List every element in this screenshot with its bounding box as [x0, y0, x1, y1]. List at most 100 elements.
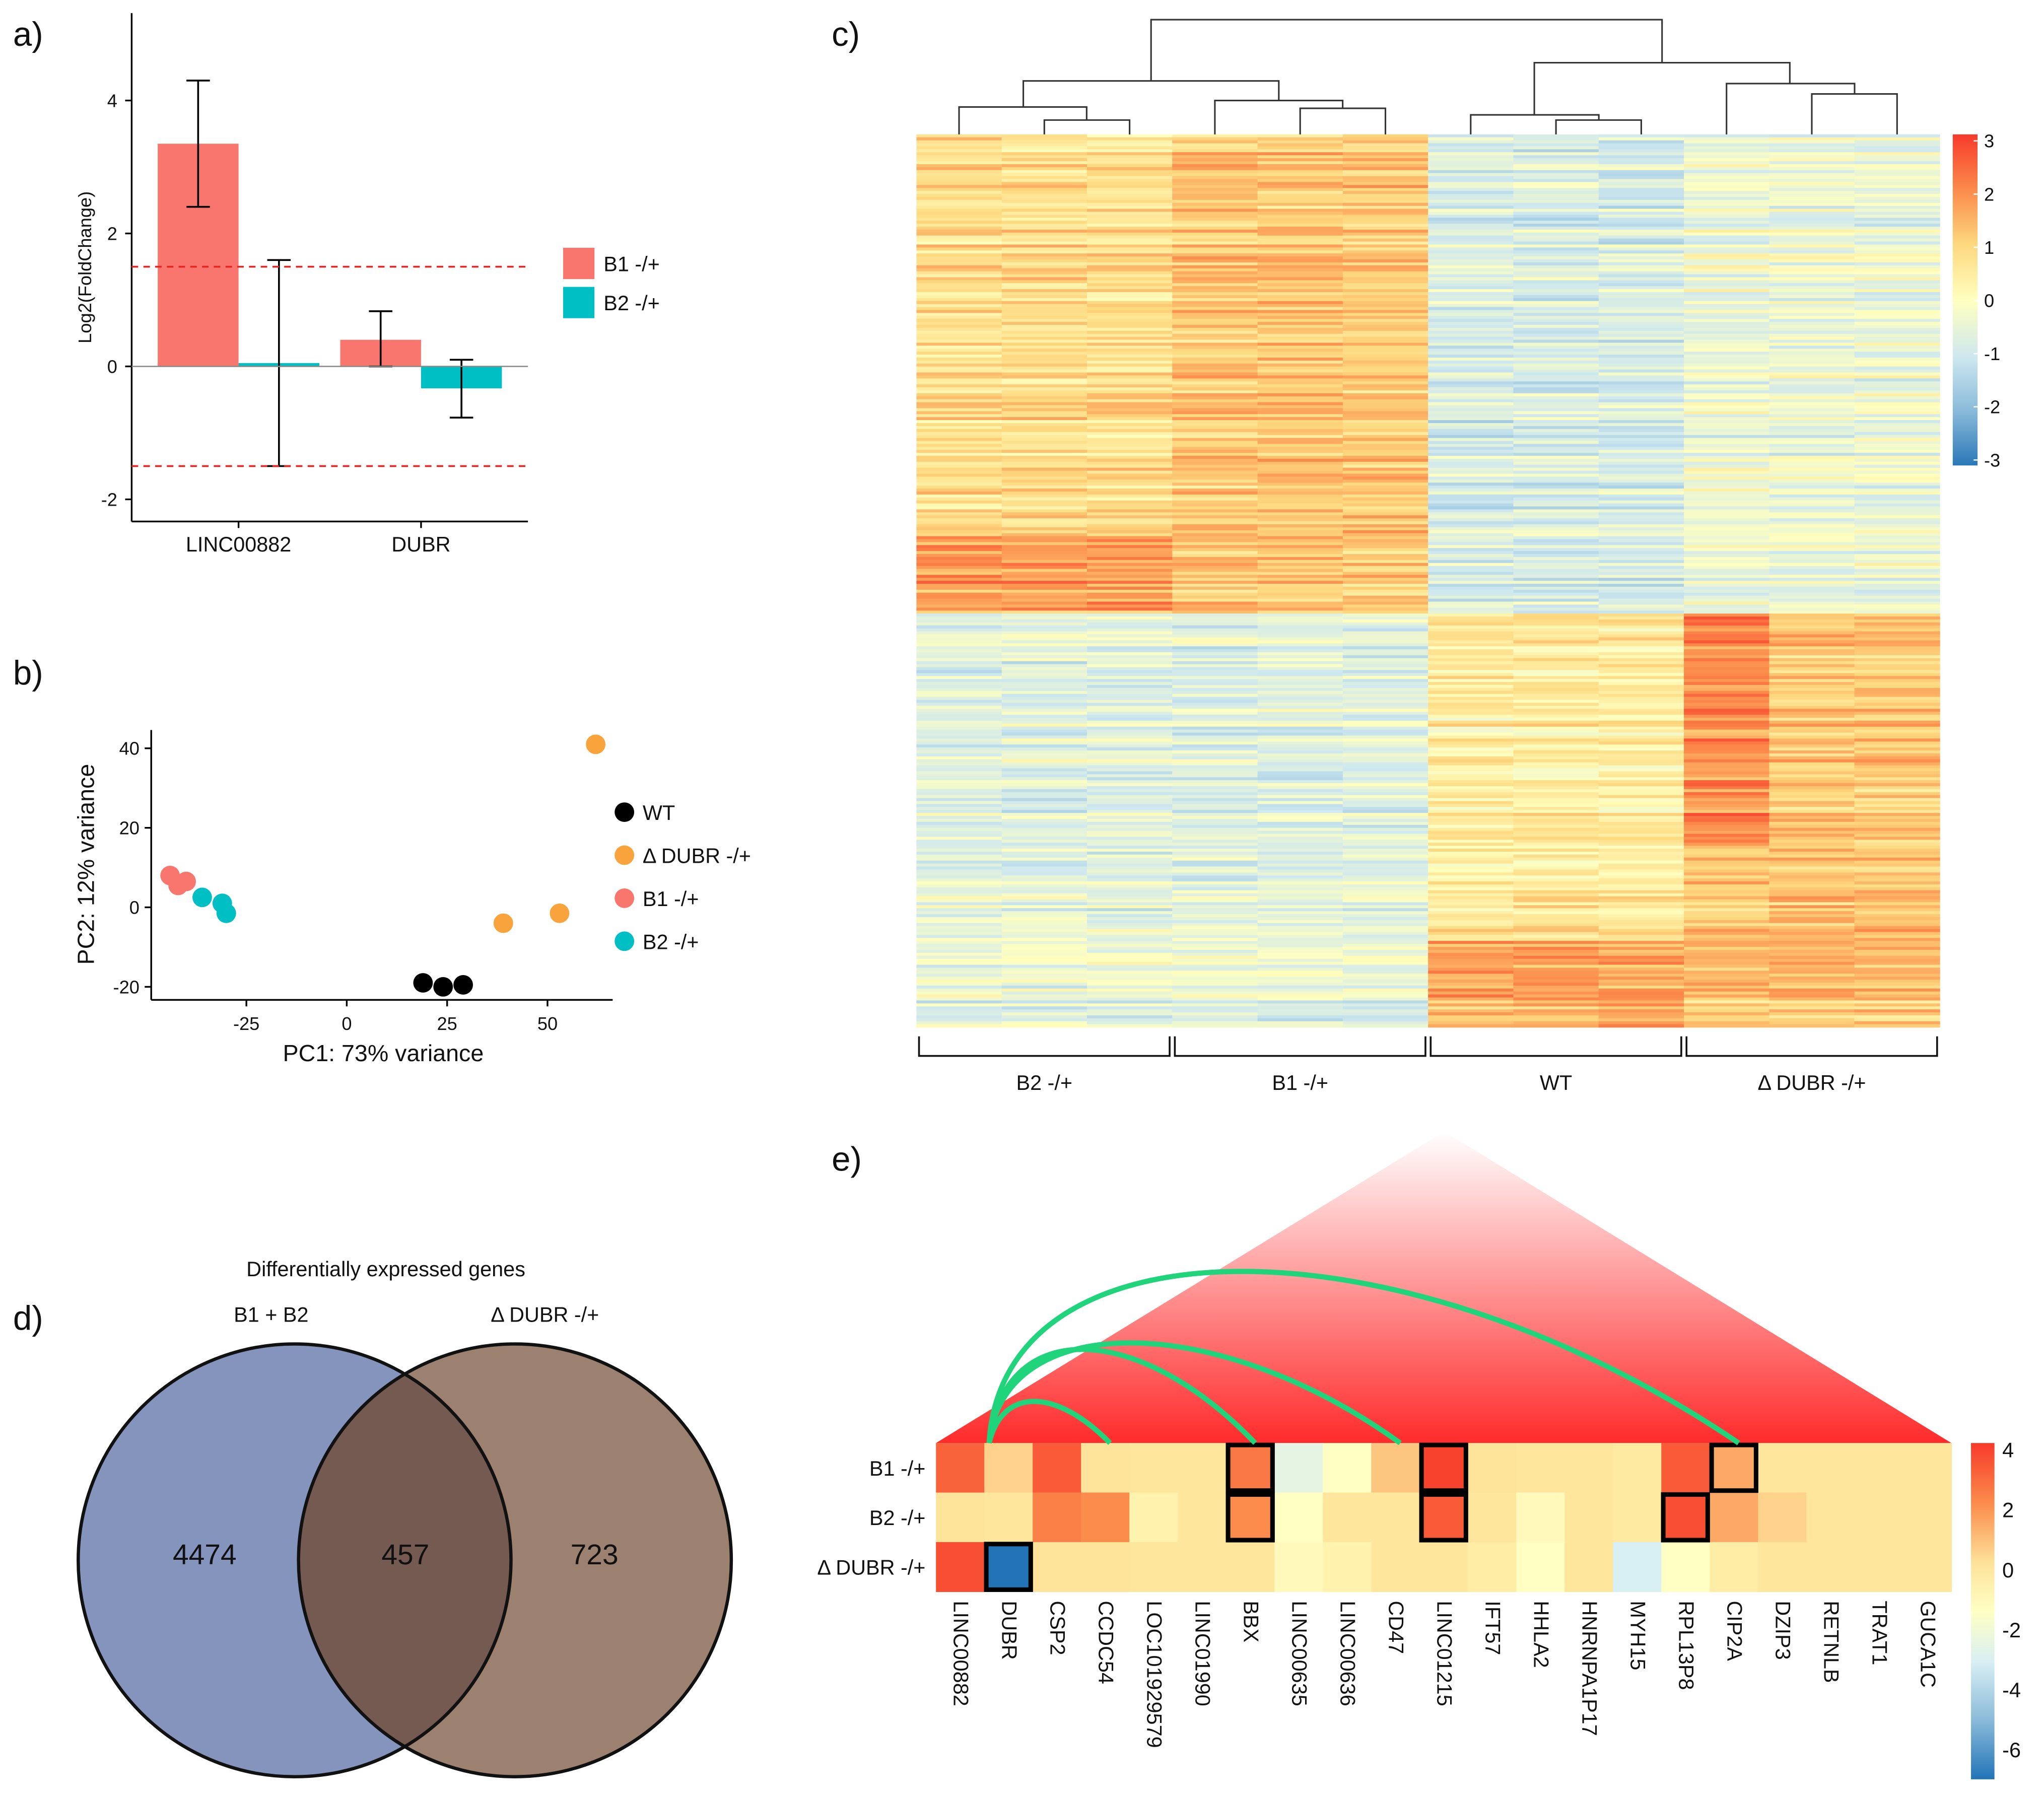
heatmap-cell [1854, 277, 1940, 281]
heatmap-cell [1001, 479, 1087, 483]
heatmap-cell [1172, 438, 1258, 442]
heatmap-cell [1598, 182, 1684, 186]
heatmap-cell [1684, 908, 1770, 912]
heatmap-cell [1428, 494, 1514, 498]
heatmap-cell [1684, 980, 1770, 983]
heatmap-cell [1086, 494, 1173, 498]
heatmap-cell [916, 265, 1002, 269]
heatmap-cell [1428, 690, 1514, 695]
heatmap-cell [1598, 1012, 1684, 1016]
heatmap-cell [1172, 821, 1258, 825]
heatmap-cell [1684, 923, 1770, 927]
highlight-box [1225, 1492, 1275, 1543]
heatmap-cell [1684, 613, 1770, 617]
heatmap-cell [1513, 952, 1599, 956]
heatmap-cell [1769, 500, 1855, 504]
y-tick-label: -20 [113, 977, 140, 997]
heatmap-cell [916, 307, 1002, 311]
heatmap-cell [1172, 878, 1258, 882]
heatmap-cell [1172, 798, 1258, 802]
heatmap-cell [916, 461, 1002, 465]
heatmap-cell [1769, 482, 1855, 486]
heatmap-cell [1428, 789, 1514, 793]
heatmap-cell [1854, 521, 1940, 525]
heatmap-cell [1001, 161, 1087, 165]
heatmap-cell [1001, 741, 1087, 745]
heatmap-cell [1769, 161, 1855, 165]
heatmap-cell [1854, 280, 1940, 284]
heatmap-cell [1428, 1003, 1514, 1007]
heatmap-cell [1086, 366, 1173, 370]
heatmap-cell [1598, 700, 1684, 704]
heatmap-cell [1513, 423, 1599, 427]
y-tick-label: 40 [119, 738, 140, 759]
heatmap-cell [1001, 944, 1087, 947]
heatmap-cell [1428, 768, 1514, 772]
heatmap-cell [1342, 911, 1428, 915]
heatmap-cell [1513, 494, 1599, 498]
heatmap-cell [1172, 982, 1258, 986]
heatmap-cell [1684, 759, 1770, 763]
heatmap-cell [1854, 486, 1940, 489]
heatmap-cell [1172, 977, 1258, 980]
heatmap-cell [1428, 649, 1514, 653]
heatmap-cell [1001, 917, 1087, 921]
heatmap-cell [1769, 595, 1855, 599]
heatmap-cell [1854, 241, 1940, 245]
heatmap-cell [1086, 878, 1173, 882]
heatmap-cell [1428, 923, 1514, 927]
heatmap-cell [1342, 798, 1428, 802]
heatmap-cell [1854, 286, 1940, 290]
heatmap-cell [1172, 432, 1258, 436]
heatmap-cell [916, 215, 1002, 219]
heatmap-cell [916, 619, 1002, 623]
heatmap-cell [1257, 280, 1343, 284]
heatmap-cell [1598, 345, 1684, 350]
heatmap-cell [1257, 616, 1343, 620]
heatmap-cell [1513, 685, 1599, 688]
heatmap-cell [1257, 458, 1343, 462]
heatmap-cell [1001, 429, 1087, 433]
heatmap-cell [1001, 834, 1087, 838]
heatmap-cell [1428, 444, 1514, 448]
heatmap-cell [1342, 947, 1428, 950]
heatmap-cell [1684, 262, 1770, 266]
heatmap-cell [916, 536, 1002, 540]
legend-label: WT [643, 801, 675, 824]
heatmap-cell [1598, 241, 1684, 245]
heatmap-cell [1513, 489, 1599, 492]
heatmap-cell [1086, 846, 1173, 849]
heatmap-cell [1086, 619, 1173, 623]
heatmap-cell [1428, 646, 1514, 650]
heatmap-cell [1513, 881, 1599, 885]
heatmap-cell [1001, 818, 1087, 822]
heatmap-cell [1001, 780, 1087, 784]
heatmap-cell [1769, 271, 1855, 275]
heatmap-cell [1598, 718, 1684, 721]
heatmap-cell [1661, 1492, 1711, 1543]
heatmap-cell [1257, 807, 1343, 811]
heatmap-cell [1172, 732, 1258, 736]
heatmap-cell [1257, 961, 1343, 965]
heatmap-cell [1257, 741, 1343, 745]
heatmap-cell [1172, 687, 1258, 691]
heatmap-cell [1854, 494, 1940, 498]
heatmap-cell [1257, 810, 1343, 813]
heatmap-cell [1513, 411, 1599, 415]
heatmap-cell [1684, 619, 1770, 623]
heatmap-cell [1172, 289, 1258, 293]
heatmap-cell [1086, 253, 1173, 257]
heatmap-cell [1086, 458, 1173, 462]
heatmap-cell [1854, 447, 1940, 450]
heatmap-cell [916, 277, 1002, 281]
heatmap-cell [1001, 205, 1087, 210]
heatmap-cell [916, 149, 1002, 153]
heatmap-cell [1769, 557, 1855, 561]
heatmap-cell [1428, 277, 1514, 281]
heatmap-cell [1001, 938, 1087, 942]
heatmap-cell [1257, 262, 1343, 266]
heatmap-cell [1086, 801, 1173, 805]
heatmap-cell [1086, 649, 1173, 653]
heatmap-cell [1684, 715, 1770, 718]
legend-label: Δ DUBR -/+ [643, 845, 751, 868]
